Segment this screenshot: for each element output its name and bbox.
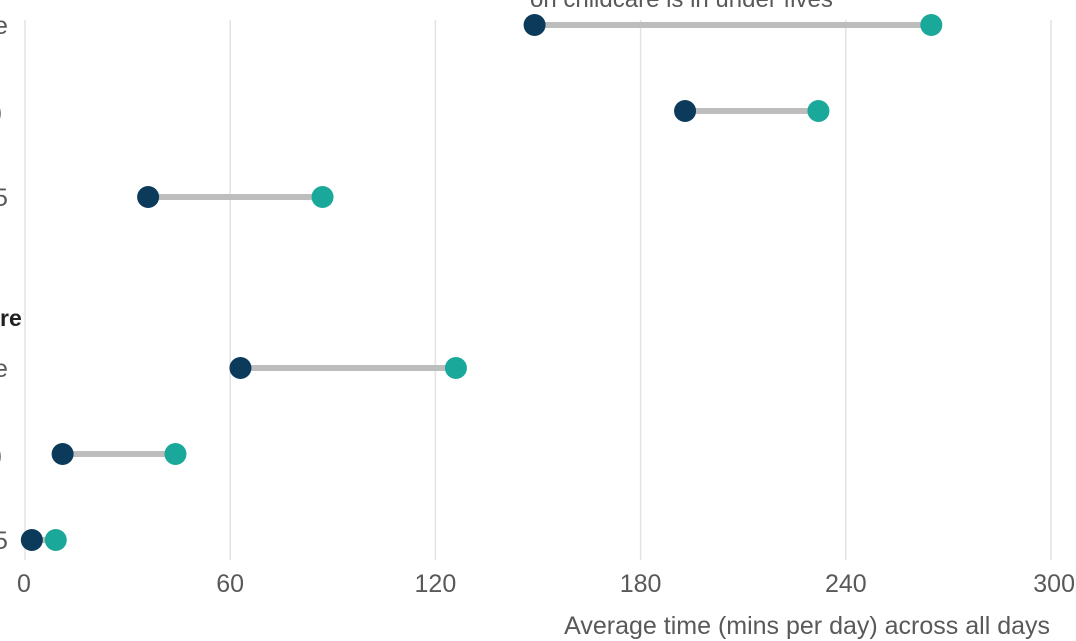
x-tick-label: 240 (825, 570, 867, 598)
start-point (137, 186, 160, 208)
end-point (444, 357, 467, 379)
x-tick-label: 0 (17, 570, 31, 598)
dumbbell-marks (20, 14, 943, 551)
end-point (44, 529, 67, 551)
row-label: 5 (0, 527, 8, 555)
end-point (920, 14, 943, 36)
chart-annotation: on childcare is in under fives (530, 0, 833, 13)
row-label: e (0, 12, 8, 40)
start-point (229, 357, 252, 379)
x-axis-ticks: 0 60 120 180 240 300 (17, 570, 1075, 598)
row-label: ) (0, 98, 2, 126)
row-label: ) (0, 441, 2, 469)
x-tick-label: 300 (1033, 570, 1075, 598)
x-tick-label: 180 (620, 570, 662, 598)
row-labels: e) 5 re e) 5 (0, 12, 22, 555)
row-label: e (0, 355, 8, 383)
end-point (311, 186, 334, 208)
start-point (20, 529, 43, 551)
group-label: re (0, 305, 22, 331)
start-point (51, 443, 74, 465)
gridlines (24, 20, 1052, 560)
start-point (523, 14, 546, 36)
end-point (164, 443, 187, 465)
row-label: 5 (0, 184, 8, 212)
start-point (674, 100, 697, 122)
end-point (807, 100, 830, 122)
x-axis-title: Average time (mins per day) across all d… (564, 612, 1050, 640)
x-tick-label: 60 (216, 570, 244, 598)
x-tick-label: 120 (415, 570, 457, 598)
